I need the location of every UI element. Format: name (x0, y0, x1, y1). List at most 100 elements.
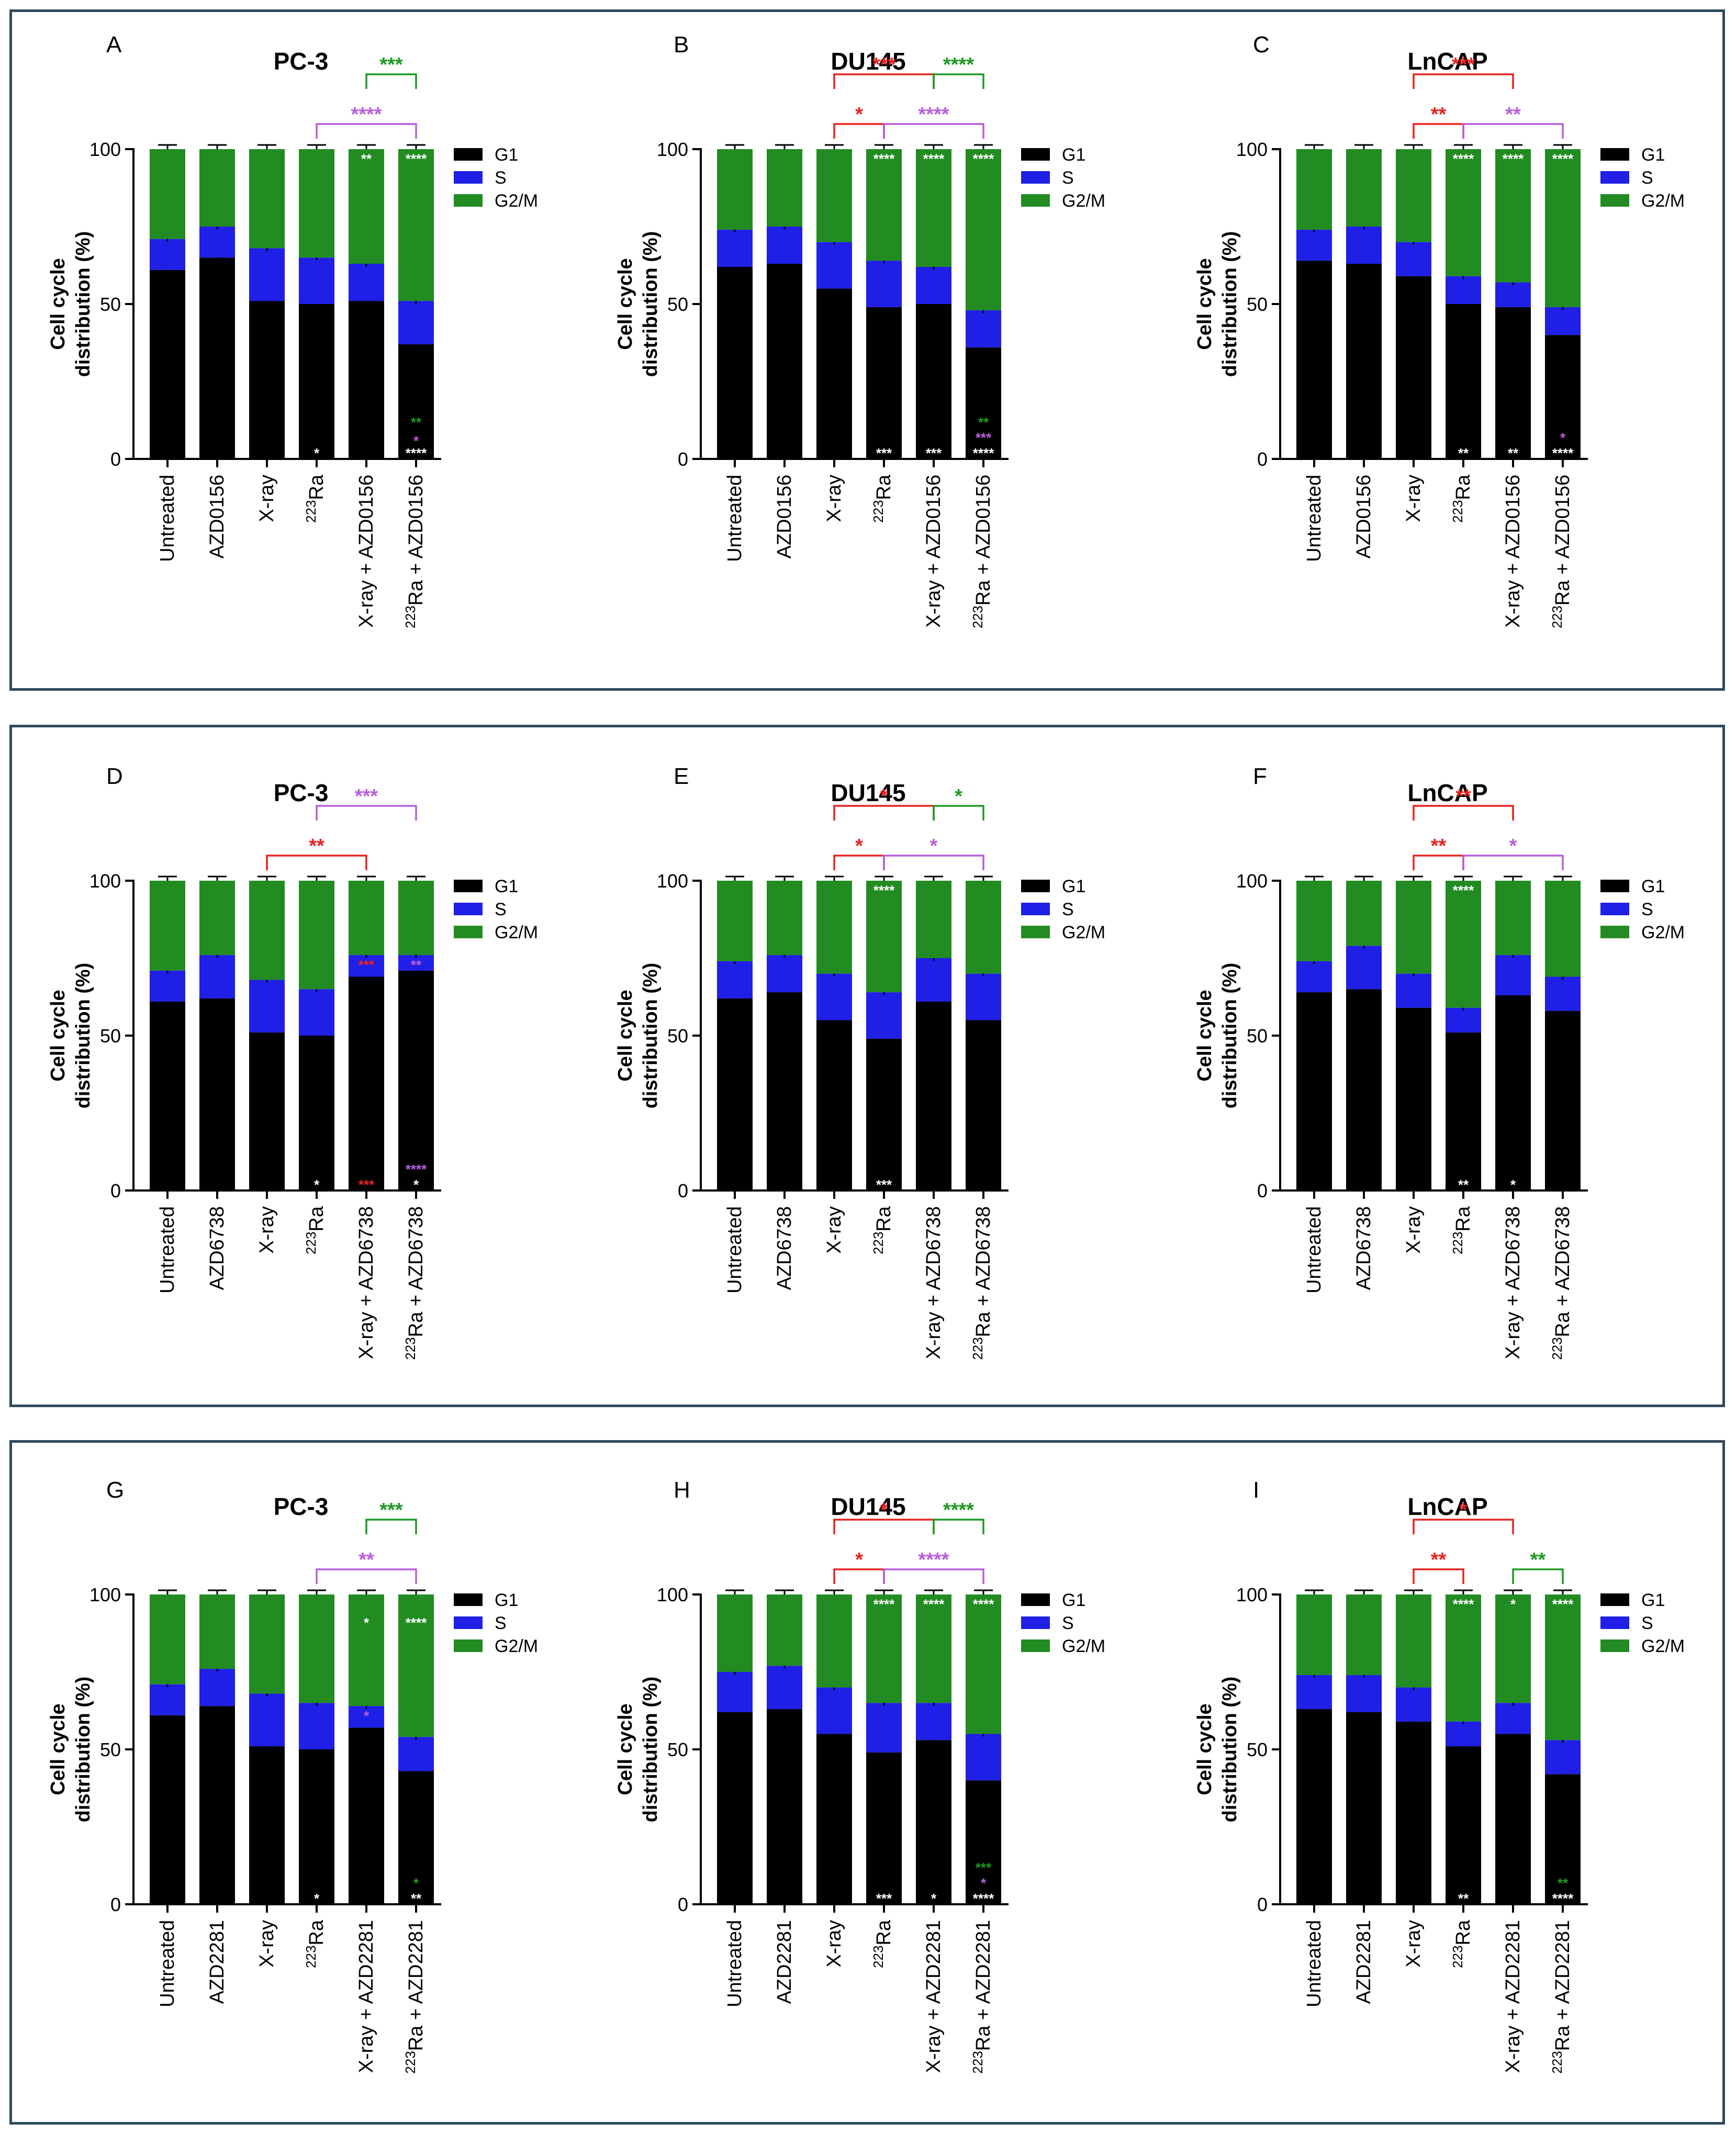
bar-segment-s (916, 1703, 951, 1740)
superscript: 223 (1450, 1946, 1465, 1968)
y-tick-label: 100 (657, 1584, 688, 1605)
significance-bracket (883, 1568, 984, 1584)
bar-segment-s (966, 973, 1001, 1020)
x-category-label: Untreated (724, 1920, 746, 2007)
bar-segment-g2m (1396, 881, 1431, 974)
legend-label: G1 (1641, 877, 1665, 896)
y-tick-label: 50 (100, 294, 121, 315)
x-category-label: X-ray + AZD6738 (1502, 1206, 1524, 1360)
bar-segment-s (199, 1669, 235, 1706)
category-rest: Ra (1452, 1206, 1474, 1231)
bar-segment-s (866, 261, 902, 307)
bar-segment-s (199, 227, 235, 258)
bar-segment-g2m (966, 149, 1001, 310)
x-category-label: 223Ra (870, 1206, 895, 1254)
category-rest: Ra (306, 1206, 328, 1231)
legend-label: G1 (495, 1590, 518, 1610)
x-category-label: 223Ra + AZD6738 (970, 1206, 994, 1360)
bar-segment-g1 (816, 288, 852, 459)
bar-segment-g1 (966, 1020, 1001, 1190)
x-category-label: 223Ra + AZD6738 (402, 1206, 427, 1360)
y-axis-label-line: Cell cycle (614, 258, 636, 350)
bar-segment-g2m (916, 149, 951, 267)
significance-mark: **** (973, 1597, 994, 1612)
superscript: 223 (402, 1337, 418, 1360)
bar-segment-s (1396, 1687, 1431, 1722)
bar-segment-g1 (966, 347, 1001, 459)
y-axis-label-line: Cell cycle (1194, 1703, 1216, 1795)
x-category-label: 223Ra + AZD2281 (1549, 1920, 1574, 2074)
bar-segment-g1 (299, 304, 334, 459)
x-category-label: AZD2281 (774, 1920, 796, 2004)
chart-title: DU145 (831, 48, 905, 75)
significance-bracket (1413, 855, 1464, 870)
significance-mark: **** (406, 1161, 427, 1177)
bar-segment-g2m (398, 881, 434, 956)
y-axis-label-line: distribution (%) (1219, 231, 1241, 377)
y-tick-label: 0 (110, 1180, 121, 1201)
significance-mark: **** (923, 1597, 945, 1612)
legend-label: S (1641, 168, 1653, 188)
chart-title: PC-3 (274, 1493, 329, 1520)
bar-segment-s (816, 242, 852, 289)
bracket-stars: ** (1505, 104, 1521, 126)
bar-segment-g1 (866, 1752, 902, 1904)
significance-mark: **** (873, 883, 895, 898)
legend-label: G1 (495, 877, 518, 896)
x-category-label: AZD0156 (1353, 475, 1375, 559)
legend-swatch (1600, 194, 1629, 207)
bar-segment-s (1545, 1740, 1581, 1774)
bar-segment-s (1296, 229, 1332, 261)
bar-segment-s (1346, 227, 1382, 264)
y-axis-label-line: Cell cycle (47, 990, 69, 1081)
superscript: 223 (970, 605, 985, 628)
superscript: 223 (1450, 1232, 1465, 1254)
bar-segment-g1 (916, 1001, 951, 1190)
x-category-label: 223Ra (1450, 474, 1474, 523)
panel-g: G PC-3 Cell cycle distribution (%) 0 50 100 Unt… (47, 1477, 538, 2074)
legend-swatch (1021, 194, 1050, 207)
bar-segment-s (299, 1703, 334, 1749)
legend-label: G2/M (1062, 923, 1105, 942)
panel-letter: B (674, 32, 689, 58)
significance-mark: * (931, 1891, 937, 1906)
y-tick-label: 0 (678, 1180, 688, 1201)
legend-swatch (1600, 903, 1629, 915)
y-axis-label: Cell cycle distribution (%) (47, 963, 94, 1109)
bar-segment-s (866, 1703, 902, 1753)
category-rest: Ra (873, 1206, 895, 1231)
bar-segment-g2m (1495, 1594, 1531, 1703)
panel-i: I LnCAP Cell cycle distribution (%) 0 50 100 Un… (1194, 1477, 1685, 2074)
significance-mark: *** (876, 1177, 892, 1193)
significance-mark: * (1510, 1597, 1516, 1612)
bar-segment-s (150, 239, 185, 270)
bar-segment-g2m (1296, 881, 1332, 961)
bar-segment-s (717, 961, 753, 998)
superscript: 223 (1450, 500, 1465, 523)
bar-segment-g1 (916, 1740, 951, 1904)
x-category-label: 223Ra (1450, 1919, 1474, 1968)
bar-segment-g2m (1346, 881, 1382, 946)
bar-segment-g2m (717, 149, 753, 230)
x-category-label: 223Ra (303, 1206, 328, 1254)
y-tick-label: 100 (657, 139, 688, 160)
bracket-stars: ** (1431, 1549, 1447, 1571)
x-category-label: X-ray + AZD6738 (355, 1206, 377, 1360)
significance-mark: **** (1552, 151, 1574, 167)
legend-label: G2/M (1062, 1636, 1105, 1656)
significance-bracket (1413, 805, 1514, 821)
bracket-stars: * (855, 1549, 863, 1571)
bar-segment-g1 (1495, 995, 1531, 1190)
superscript: 223 (303, 1232, 319, 1254)
bar-segment-g2m (966, 1594, 1001, 1734)
bar-segment-g2m (349, 149, 384, 264)
bar-segment-g2m (398, 149, 434, 301)
y-tick-label: 100 (1236, 1584, 1268, 1605)
significance-bracket (1512, 1568, 1564, 1584)
legend-label: G1 (1062, 877, 1085, 896)
legend-swatch (1600, 926, 1629, 938)
bar-segment-g1 (1495, 307, 1531, 459)
superscript: 223 (402, 605, 418, 628)
legend-swatch (454, 194, 483, 207)
